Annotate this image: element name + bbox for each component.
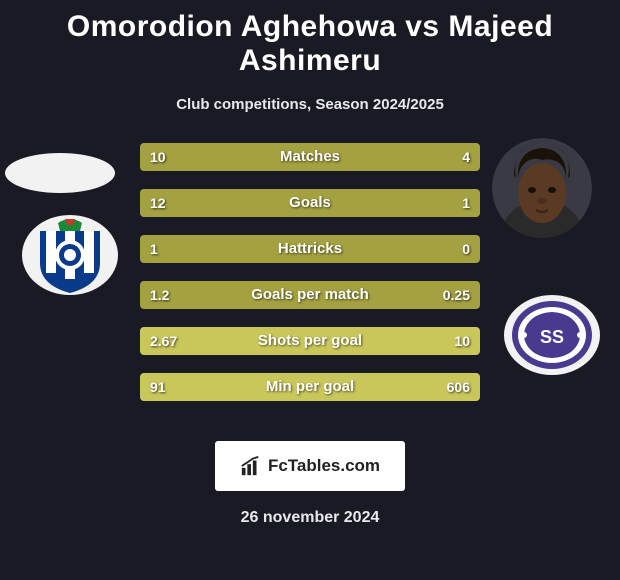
right-player-photo (492, 138, 592, 238)
svg-text:SS: SS (540, 327, 564, 347)
date-label: 26 november 2024 (0, 509, 620, 527)
bar-fill-right (436, 373, 480, 401)
stat-row: 91606Min per goal (140, 373, 480, 401)
stat-bars: 104Matches 121Goals 10Hattricks 1.20.25Goal… (140, 143, 480, 419)
bar-fill-left (140, 189, 453, 217)
bar-fill-right (453, 189, 480, 217)
brand-label: FcTables.com (268, 456, 380, 476)
left-club-badge (20, 213, 120, 298)
porto-crest-icon (20, 213, 120, 298)
comparison-area: SS 104Matches 121Goals 10Hattricks 1.20.25G… (0, 143, 620, 423)
bar-fill-left (140, 143, 381, 171)
stat-row: 104Matches (140, 143, 480, 171)
fctables-logo-icon (240, 455, 262, 477)
stat-row: 10Hattricks (140, 235, 480, 263)
subtitle: Club competitions, Season 2024/2025 (0, 96, 620, 113)
anderlecht-crest-icon: SS (502, 293, 602, 378)
left-player-column (0, 143, 120, 423)
bar-fill-right (422, 281, 480, 309)
bar-fill-left (140, 373, 436, 401)
left-player-photo (5, 153, 115, 193)
right-club-badge: SS (502, 293, 602, 378)
brand-box[interactable]: FcTables.com (215, 441, 405, 491)
bar-fill-left (140, 327, 409, 355)
bar-fill-left (140, 235, 480, 263)
bar-fill-right (409, 327, 480, 355)
bar-fill-left (140, 281, 422, 309)
right-player-column: SS (500, 143, 620, 423)
bar-fill-right (381, 143, 480, 171)
page-title: Omorodion Aghehowa vs Majeed Ashimeru (0, 0, 620, 78)
stat-row: 1.20.25Goals per match (140, 281, 480, 309)
stat-row: 2.6710Shots per goal (140, 327, 480, 355)
stat-row: 121Goals (140, 189, 480, 217)
